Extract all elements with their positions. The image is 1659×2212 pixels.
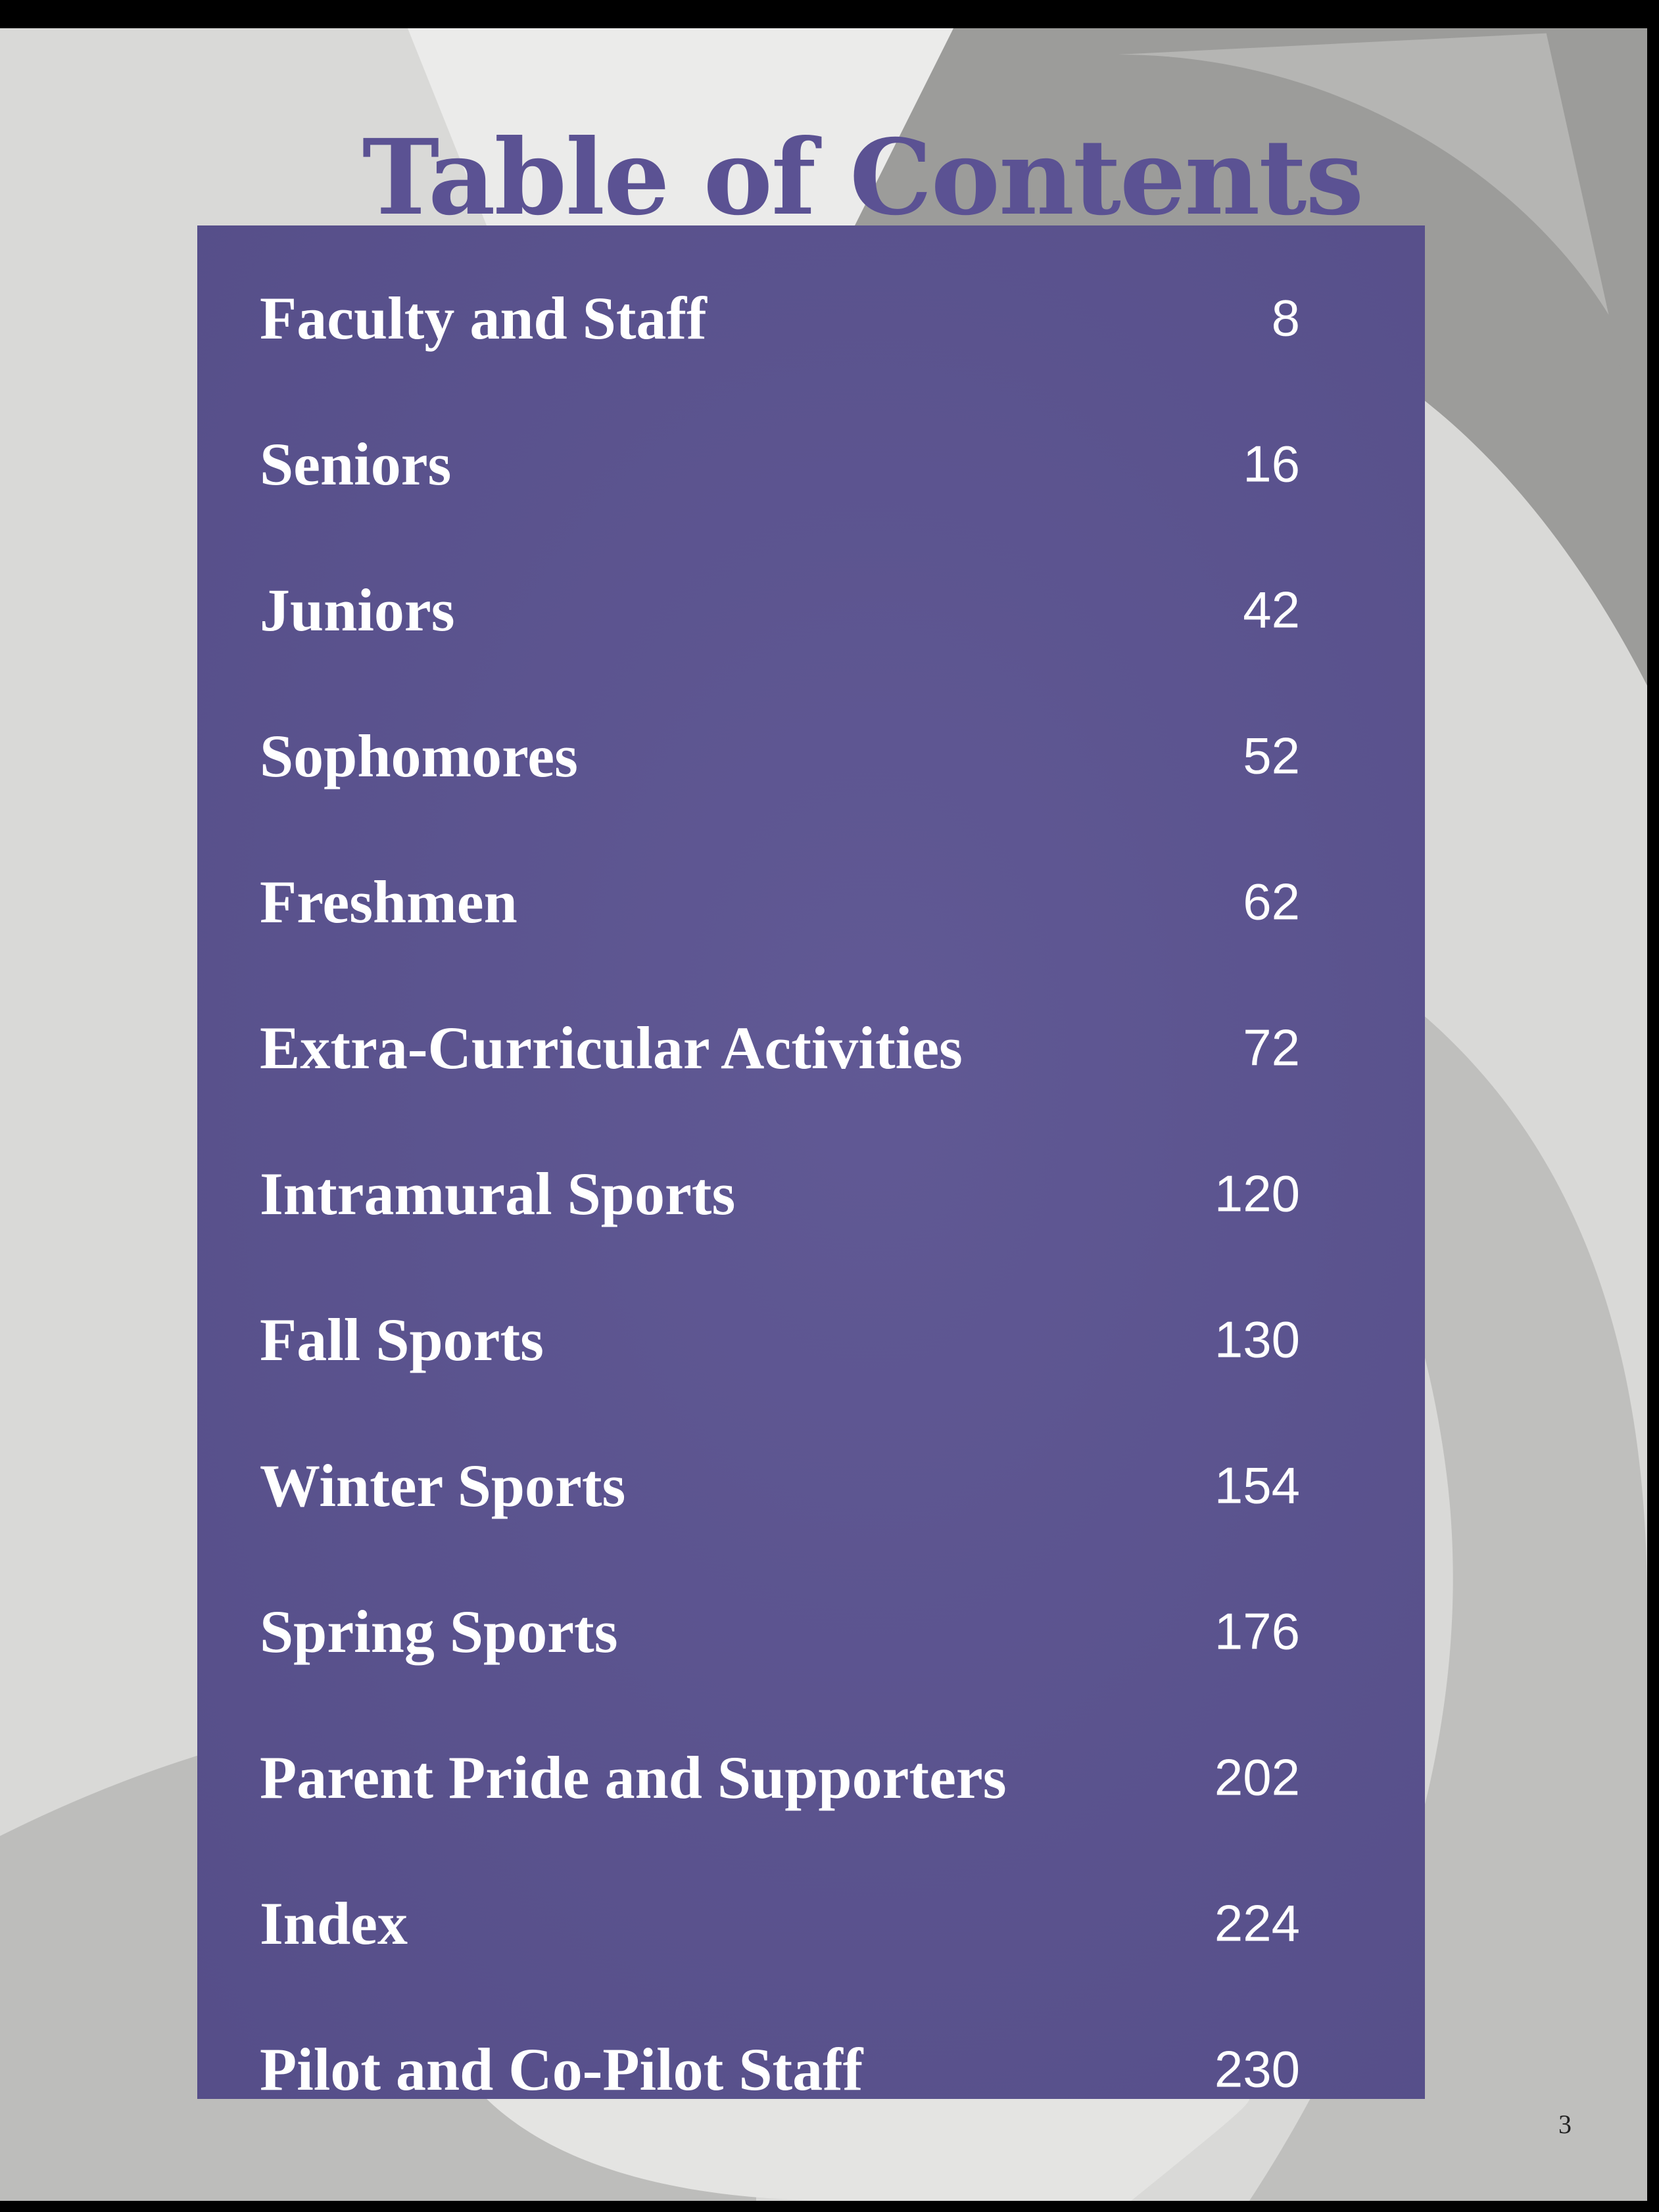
toc-entry[interactable]: Winter Sports 154	[197, 1413, 1425, 1559]
toc-entry-label: Juniors	[260, 577, 455, 644]
toc-entry-page: 130	[1214, 1310, 1300, 1369]
toc-entry-label: Freshmen	[260, 868, 517, 935]
toc-entry[interactable]: Seniors 16	[197, 391, 1425, 537]
toc-entry[interactable]: Freshmen 62	[197, 829, 1425, 975]
toc-entry-page: 176	[1214, 1602, 1300, 1660]
document-page: Table of Contents Faculty and Staff 8 Sen…	[0, 28, 1647, 2201]
toc-entry-page: 16	[1243, 435, 1300, 493]
toc-entry[interactable]: Spring Sports 176	[197, 1559, 1425, 1705]
toc-entry-label: Intramural Sports	[260, 1160, 736, 1227]
toc-entry-label: Index	[260, 1890, 408, 1957]
toc-entry-page: 42	[1243, 580, 1300, 639]
toc-entry[interactable]: Parent Pride and Supporters 202	[197, 1705, 1425, 1850]
toc-entry[interactable]: Juniors 42	[197, 537, 1425, 683]
toc-entry[interactable]: Faculty and Staff 8	[197, 245, 1425, 391]
toc-entry-page: 230	[1214, 2040, 1300, 2098]
toc-entry[interactable]: Pilot and Co-Pilot Staff 230	[197, 1996, 1425, 2142]
page-title: Table of Contents	[362, 117, 1364, 239]
toc-entry-page: 8	[1271, 289, 1300, 347]
toc-entry-label: Spring Sports	[260, 1598, 618, 1665]
toc-entry[interactable]: Intramural Sports 120	[197, 1121, 1425, 1267]
toc-entry-label: Faculty and Staff	[260, 285, 707, 352]
toc-entry-label: Seniors	[260, 431, 452, 498]
toc-entry-page: 62	[1243, 872, 1300, 931]
toc-entry[interactable]: Fall Sports 130	[197, 1267, 1425, 1413]
toc-entry[interactable]: Extra-Curricular Activities 72	[197, 975, 1425, 1121]
toc-entry[interactable]: Index 224	[197, 1850, 1425, 1996]
toc-entry-label: Extra-Curricular Activities	[260, 1014, 963, 1081]
toc-entry-page: 224	[1214, 1894, 1300, 1952]
toc-entry-page: 52	[1243, 726, 1300, 785]
toc-entry-label: Winter Sports	[260, 1452, 626, 1519]
toc-entry-page: 72	[1243, 1018, 1300, 1077]
toc-entry-label: Fall Sports	[260, 1306, 544, 1373]
toc-entry-page: 202	[1214, 1748, 1300, 1806]
toc-entry-label: Parent Pride and Supporters	[260, 1744, 1007, 1811]
toc-entry-label: Pilot and Co-Pilot Staff	[260, 2036, 863, 2103]
toc-entry-label: Sophomores	[260, 722, 578, 789]
toc-entry[interactable]: Sophomores 52	[197, 683, 1425, 829]
contents-panel: Faculty and Staff 8 Seniors 16 Juniors 42 S…	[197, 225, 1425, 2103]
page-number: 3	[1558, 2109, 1572, 2139]
toc-entry-page: 120	[1214, 1164, 1300, 1223]
toc-entry-page: 154	[1214, 1456, 1300, 1515]
